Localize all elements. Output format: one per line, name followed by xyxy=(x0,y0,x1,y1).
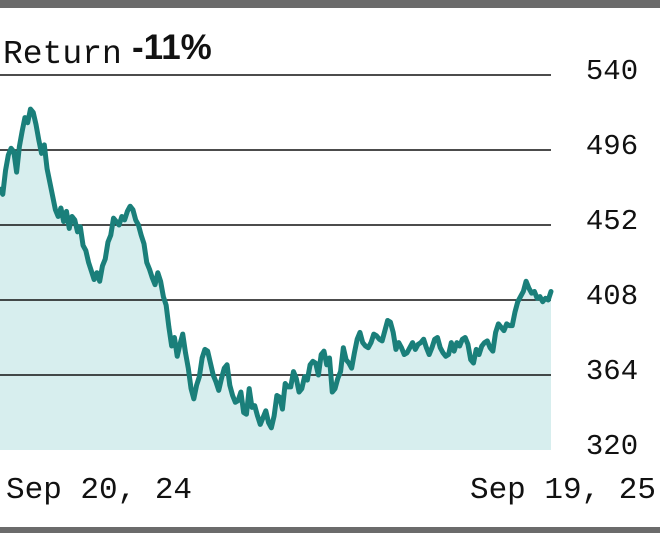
y-tick-label-452: 452 xyxy=(586,205,638,238)
y-tick-label-496: 496 xyxy=(586,130,638,163)
y-tick-label-320: 320 xyxy=(586,430,638,463)
y-tick-label-540: 540 xyxy=(586,55,638,88)
price-area-fill xyxy=(0,109,551,450)
top-frame-bar xyxy=(0,0,660,8)
return-value: -11% xyxy=(132,28,212,67)
x-start-label: Sep 20, 24 xyxy=(6,473,192,508)
x-end-label: Sep 19, 25 xyxy=(470,473,656,508)
gridlines xyxy=(0,74,551,376)
return-label: Return xyxy=(3,36,122,73)
y-tick-label-408: 408 xyxy=(586,280,638,313)
plot-area xyxy=(0,109,551,450)
price-line xyxy=(0,106,554,431)
y-axis-ticks: 540 496 452 408 364 320 xyxy=(586,55,638,463)
bottom-frame-bar xyxy=(0,527,660,533)
y-tick-label-364: 364 xyxy=(586,355,638,388)
price-line-layer xyxy=(0,106,554,431)
